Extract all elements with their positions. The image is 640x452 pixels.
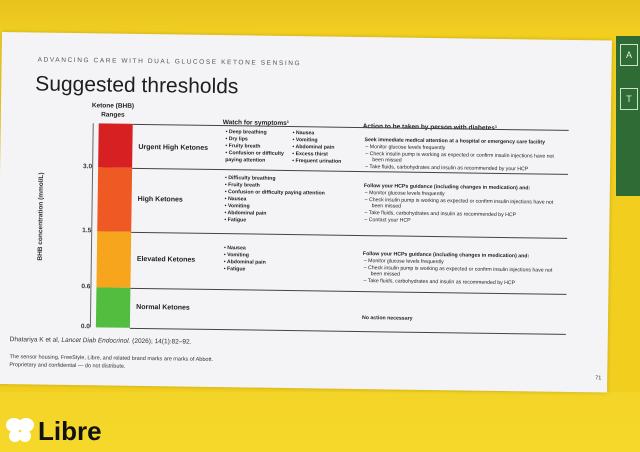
citation: Dhatariya K et al, Lancet Diab Endocrino… bbox=[10, 336, 192, 346]
normal-bar bbox=[95, 287, 131, 328]
footnote: The sensor housing, FreeStyle, Libre, an… bbox=[9, 354, 213, 372]
backdrop-bottom bbox=[0, 392, 640, 452]
urgent-high-bar bbox=[98, 123, 133, 168]
y-axis-line bbox=[89, 123, 94, 328]
elevated-actions: Follow your HCPs guidance (including cha… bbox=[363, 251, 563, 288]
libre-logo: Libre bbox=[4, 412, 134, 448]
backdrop-top bbox=[0, 0, 640, 30]
row-divider bbox=[130, 287, 567, 295]
action-item: Contact your HCP bbox=[363, 217, 563, 227]
normal-action: No action necessary bbox=[361, 315, 413, 322]
symptom-item: Fatigue bbox=[224, 217, 354, 226]
row-divider bbox=[132, 123, 569, 131]
high-bar bbox=[97, 167, 133, 232]
tick-label: 3.0 bbox=[83, 163, 93, 171]
side-banner-mark: T bbox=[620, 88, 638, 110]
level-urgent-high: Urgent High Ketones bbox=[138, 143, 209, 152]
row-divider bbox=[131, 231, 568, 239]
presentation-slide: ADVANCING CARE WITH DUAL GLUCOSE KETONE … bbox=[0, 32, 612, 393]
symptom-item: Frequent urination bbox=[292, 158, 362, 166]
symptom-item: Confusion or difficulty paying attention bbox=[225, 150, 291, 165]
level-high: High Ketones bbox=[137, 195, 183, 204]
elevated-bar bbox=[96, 231, 132, 288]
citation-details: (2026); 14(1):82–92. bbox=[130, 337, 192, 346]
citation-authors: Dhatariya K et al, bbox=[9, 336, 62, 344]
slide-eyebrow: ADVANCING CARE WITH DUAL GLUCOSE KETONE … bbox=[37, 56, 302, 68]
high-actions: Follow your HCPs guidance (including cha… bbox=[363, 183, 564, 227]
page-number: 71 bbox=[595, 375, 602, 382]
tick-label: 0.6 bbox=[81, 283, 91, 291]
tick-label: 1.5 bbox=[82, 227, 92, 235]
action-item: Take fluids, carbohydrates and insulin a… bbox=[363, 278, 563, 288]
row-divider bbox=[129, 327, 566, 335]
urgent-symptoms-list-2: Nausea Vomiting Abdominal pain Excess th… bbox=[292, 130, 362, 166]
tick-label: 0.0 bbox=[80, 323, 90, 331]
elevated-symptoms-list: Nausea Vomiting Abdominal pain Fatigue bbox=[224, 245, 344, 275]
symptom-item: Fatigue bbox=[224, 266, 344, 275]
citation-journal: Lancet Diab Endocrinol. bbox=[61, 336, 131, 345]
high-symptoms-list: Difficulty breathing Fruity breath Confu… bbox=[224, 175, 355, 226]
y-axis-label: BHB concentration (mmol/L) bbox=[36, 172, 46, 261]
level-normal: Normal Ketones bbox=[136, 303, 190, 312]
butterfly-icon bbox=[6, 418, 34, 442]
side-banner-mark: A bbox=[620, 44, 638, 66]
urgent-actions: Seek immediate medical attention at a ho… bbox=[364, 137, 564, 174]
urgent-symptoms-list: Deep breathing Dry lips Fruity breath Co… bbox=[225, 129, 291, 165]
level-elevated: Elevated Ketones bbox=[136, 255, 196, 264]
logo-wordmark: Libre bbox=[38, 416, 102, 446]
slide-title: Suggested thresholds bbox=[35, 72, 239, 99]
ketone-ranges-header: Ketone (BHB) Ranges bbox=[91, 102, 135, 119]
